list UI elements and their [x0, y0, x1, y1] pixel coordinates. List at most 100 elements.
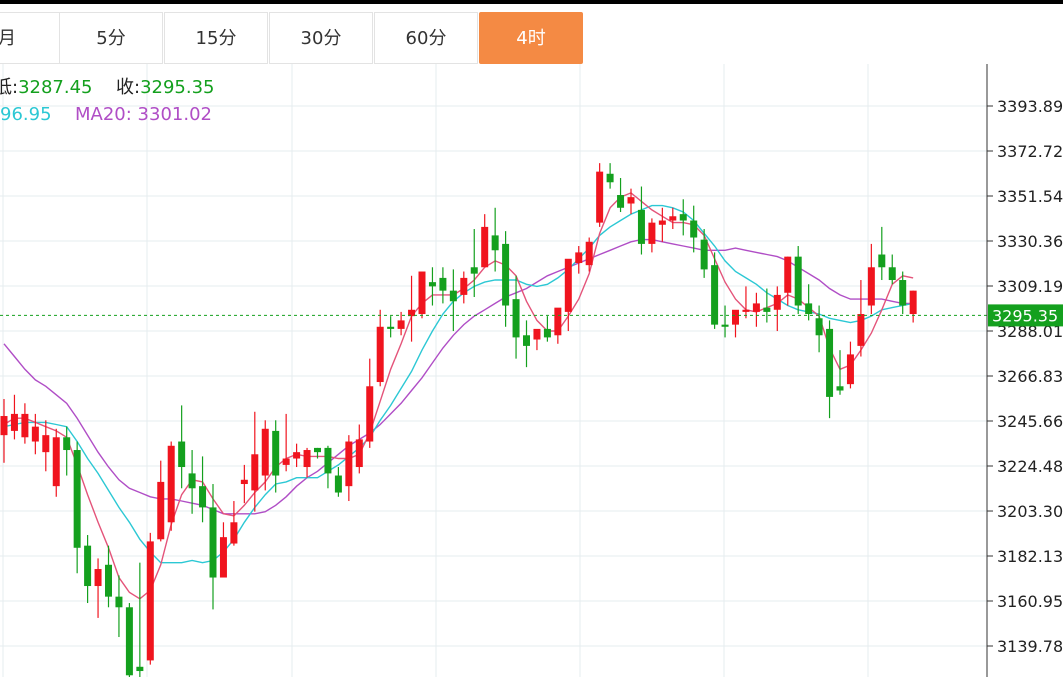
candles [0, 163, 917, 677]
candle-body [679, 214, 687, 221]
candle-body [867, 267, 875, 306]
candle-body [742, 309, 750, 312]
y-tick-label: 3245.66 [997, 412, 1063, 431]
candle-body [94, 569, 102, 587]
y-axis-labels: 3393.89 3372.72 3351.54 3330.36 3309.19 3288.… [987, 97, 1063, 656]
candle-body [418, 271, 426, 315]
tab-60min[interactable]: 60分 [374, 12, 478, 64]
candle-body [428, 282, 436, 287]
candle-body [240, 479, 248, 485]
candle-body [805, 303, 813, 315]
candle-body [909, 290, 917, 315]
candle-body [627, 197, 635, 204]
ma10-line [3, 204, 914, 564]
candle-body [355, 439, 363, 468]
candle-body [763, 307, 771, 312]
candle-body [314, 447, 321, 453]
candle-body [470, 267, 478, 274]
tab-4h[interactable]: 4时 [479, 12, 583, 64]
candle-body [387, 326, 395, 329]
tab-15min[interactable]: 15分 [164, 12, 268, 64]
candle-body [178, 441, 186, 468]
ma5-line [3, 192, 914, 600]
candle-body [31, 426, 39, 442]
candle-body [481, 226, 489, 268]
candle-body [157, 481, 165, 540]
y-tick-label: 3203.30 [997, 502, 1063, 521]
price-info: 低:3287.45 收:3295.35 96.95 MA20: 3301.02 [0, 74, 215, 128]
candle-body [606, 173, 614, 183]
tab-month[interactable]: 月 [0, 12, 60, 64]
candlestick-chart[interactable]: 3393.89 3372.72 3351.54 3330.36 3309.19 3288.… [0, 64, 1063, 677]
candle-body [658, 220, 666, 225]
candle-body [617, 195, 625, 208]
ma20-value: 3301.02 [137, 104, 212, 125]
candle-body [721, 324, 729, 327]
info-row-2: 96.95 MA20: 3301.02 [0, 101, 215, 128]
tab-30min[interactable]: 30分 [269, 12, 373, 64]
candle-body [690, 220, 698, 238]
candle-body [888, 267, 896, 281]
candle-body [397, 320, 405, 329]
candle-body [84, 545, 92, 587]
candle-body [669, 216, 677, 221]
candle-body [899, 280, 907, 306]
y-tick-label: 3393.89 [997, 97, 1063, 116]
candle-body [596, 171, 604, 223]
y-tick-label: 3351.54 [997, 187, 1063, 206]
close-label: 收: [115, 77, 141, 98]
candle-body [376, 326, 384, 383]
candle-body [543, 328, 551, 338]
candle-body [512, 299, 520, 338]
candle-body [554, 307, 562, 336]
candle-body [815, 318, 823, 336]
y-tick-label: 3139.78 [997, 637, 1063, 656]
candle-body [533, 328, 541, 340]
current-price-label: 3295.35 [992, 306, 1058, 325]
candle-body [773, 294, 781, 310]
candle-body [711, 265, 719, 325]
candle-body [648, 222, 656, 244]
top-border [0, 0, 1063, 4]
close-value: 3295.35 [140, 77, 215, 98]
candle-body [502, 243, 510, 306]
candle-body [63, 437, 71, 451]
candle-body [846, 354, 854, 385]
candle-body [637, 209, 645, 244]
candle-body [199, 486, 207, 508]
candle-body [303, 450, 311, 468]
candle-body [784, 256, 792, 293]
candle-body [251, 454, 259, 491]
candle-body [585, 241, 593, 266]
candle-body [439, 277, 447, 291]
y-tick-label: 3182.13 [997, 547, 1063, 566]
candle-body [282, 458, 290, 465]
candle-body [73, 450, 81, 548]
y-tick-label: 3266.83 [997, 367, 1063, 386]
candle-body [125, 607, 133, 676]
tab-5min[interactable]: 5分 [59, 12, 163, 64]
candle-body [21, 413, 29, 438]
current-price-tag: 3295.35 [988, 304, 1063, 327]
candle-body [10, 413, 18, 431]
chart-grid [0, 64, 987, 677]
candle-body [146, 541, 154, 661]
y-tick-label: 3309.19 [997, 277, 1063, 296]
candle-body [105, 564, 112, 597]
candle-body [230, 522, 238, 544]
candle-body [732, 309, 739, 325]
ma20-label: MA20: [75, 104, 132, 125]
candle-body [836, 386, 844, 391]
candle-body [167, 445, 175, 523]
candle-body [700, 239, 708, 270]
candle-body [188, 473, 196, 489]
candle-body [794, 256, 802, 306]
y-tick-label: 3160.95 [997, 592, 1063, 611]
candle-body [345, 441, 353, 487]
low-label: 低: [0, 77, 19, 98]
ma10-value: 96.95 [0, 104, 52, 125]
candle-body [366, 386, 374, 442]
low-value: 3287.45 [18, 77, 93, 98]
period-tabs: 月 5分 15分 30分 60分 4时 [0, 4, 1063, 64]
candle-body [42, 435, 50, 453]
